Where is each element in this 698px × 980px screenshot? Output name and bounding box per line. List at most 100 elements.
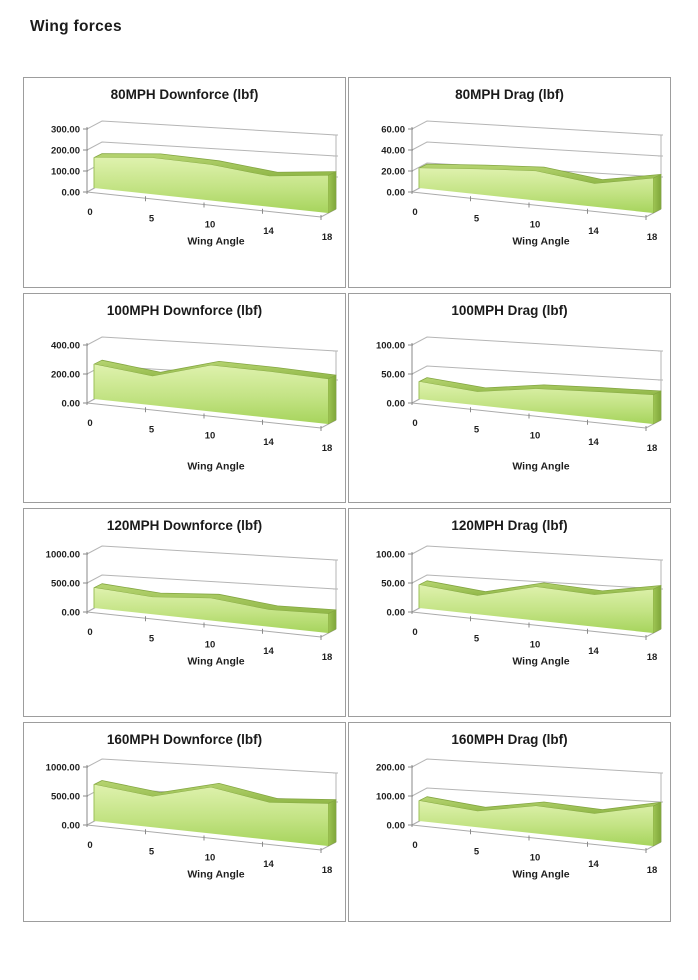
- chart-title: 80MPH Drag (lbf): [455, 87, 564, 102]
- svg-text:5: 5: [149, 424, 155, 435]
- svg-text:400.00: 400.00: [51, 341, 80, 352]
- svg-text:10: 10: [530, 431, 541, 442]
- svg-text:14: 14: [588, 226, 599, 237]
- svg-text:18: 18: [647, 865, 658, 876]
- chart-title: 100MPH Drag (lbf): [451, 303, 568, 318]
- svg-text:10: 10: [530, 853, 541, 864]
- svg-text:18: 18: [647, 652, 658, 663]
- svg-text:10: 10: [530, 640, 541, 651]
- svg-text:10: 10: [205, 220, 216, 231]
- svg-text:14: 14: [263, 859, 274, 870]
- svg-text:0.00: 0.00: [62, 188, 81, 199]
- chart-panel-120mph-downforce-lbf: 120MPH Downforce (lbf) 0.00 500.00 1000.00…: [23, 508, 346, 717]
- page-title: Wing forces: [30, 18, 122, 35]
- svg-text:Wing Angle: Wing Angle: [512, 869, 569, 881]
- svg-text:50.00: 50.00: [381, 370, 405, 381]
- area-chart-plot: 0.00 500.00 1000.00 0 5 10 14 18 Wing Angle: [46, 545, 338, 668]
- chart-panel-100mph-drag-lbf: 100MPH Drag (lbf) 0.00 50.00 100.00 0 5 10 14 1…: [348, 293, 671, 503]
- svg-text:100.00: 100.00: [376, 792, 405, 803]
- svg-text:200.00: 200.00: [51, 370, 80, 381]
- svg-text:14: 14: [588, 646, 599, 657]
- svg-text:5: 5: [474, 846, 480, 857]
- svg-text:Wing Angle: Wing Angle: [187, 236, 244, 248]
- svg-text:300.00: 300.00: [51, 125, 80, 136]
- area-chart-plot: 0.00 50.00 100.00 0 5 10 14 18 Wing Angle: [376, 545, 663, 668]
- svg-text:0.00: 0.00: [62, 399, 81, 410]
- area-chart-plot: 0.00 100.00 200.00 300.00 0 5 10 14 18 Wing Angle: [51, 120, 338, 248]
- chart-title: 120MPH Drag (lbf): [451, 518, 568, 533]
- svg-text:10: 10: [205, 640, 216, 651]
- svg-text:5: 5: [149, 846, 155, 857]
- svg-text:14: 14: [263, 437, 274, 448]
- svg-text:Wing Angle: Wing Angle: [512, 461, 569, 473]
- svg-text:5: 5: [149, 633, 155, 644]
- svg-text:14: 14: [263, 646, 274, 657]
- chart-title: 80MPH Downforce (lbf): [110, 87, 259, 102]
- svg-text:20.00: 20.00: [381, 167, 405, 178]
- svg-text:0.00: 0.00: [387, 608, 406, 619]
- svg-text:Wing Angle: Wing Angle: [512, 236, 569, 248]
- svg-text:18: 18: [322, 232, 333, 243]
- chart-panel-80mph-drag-lbf: 80MPH Drag (lbf) 0.00 20.00 40.00 60.00 0 5 10…: [348, 77, 671, 288]
- svg-text:Wing Angle: Wing Angle: [187, 461, 244, 473]
- svg-text:100.00: 100.00: [51, 167, 80, 178]
- svg-text:0.00: 0.00: [387, 188, 406, 199]
- chart-panel-100mph-downforce-lbf: 100MPH Downforce (lbf) 0.00 200.00 400.00 0…: [23, 293, 346, 503]
- svg-text:1000.00: 1000.00: [46, 550, 80, 561]
- svg-text:Wing Angle: Wing Angle: [512, 656, 569, 668]
- svg-text:5: 5: [474, 213, 480, 224]
- svg-text:200.00: 200.00: [51, 146, 80, 157]
- chart-title: 120MPH Downforce (lbf): [106, 518, 263, 533]
- svg-text:0.00: 0.00: [62, 608, 81, 619]
- svg-text:100.00: 100.00: [376, 341, 405, 352]
- chart-panel-160mph-drag-lbf: 160MPH Drag (lbf) 0.00 100.00 200.00 0 5 10 14…: [348, 722, 671, 922]
- svg-text:18: 18: [647, 232, 658, 243]
- svg-text:5: 5: [474, 424, 480, 435]
- chart-title: 100MPH Downforce (lbf): [106, 303, 263, 318]
- area-chart-plot: 0.00 50.00 100.00 0 5 10 14 18 Wing Angle: [376, 336, 663, 473]
- svg-text:60.00: 60.00: [381, 125, 405, 136]
- charts-grid: 80MPH Downforce (lbf) 0.00 100.00 200.00 30…: [23, 77, 671, 922]
- svg-text:50.00: 50.00: [381, 579, 405, 590]
- svg-text:0: 0: [412, 207, 417, 218]
- svg-text:0: 0: [87, 207, 92, 218]
- area-chart-plot: 0.00 500.00 1000.00 0 5 10 14 18 Wing Angle: [46, 758, 338, 881]
- area-chart-plot: 0.00 100.00 200.00 0 5 10 14 18 Wing Angle: [376, 758, 663, 881]
- chart-panel-160mph-downforce-lbf: 160MPH Downforce (lbf) 0.00 500.00 1000.00…: [23, 722, 346, 922]
- area-chart-plot: 0.00 20.00 40.00 60.00 0 5 10 14 18 Wing Angle: [381, 120, 663, 248]
- svg-text:0: 0: [87, 840, 92, 851]
- svg-text:5: 5: [474, 633, 480, 644]
- svg-text:18: 18: [647, 443, 658, 454]
- chart-title: 160MPH Drag (lbf): [451, 732, 568, 747]
- svg-text:5: 5: [149, 213, 155, 224]
- svg-text:18: 18: [322, 865, 333, 876]
- svg-text:500.00: 500.00: [51, 579, 80, 590]
- svg-text:0: 0: [412, 418, 417, 429]
- svg-text:200.00: 200.00: [376, 763, 405, 774]
- chart-panel-80mph-downforce-lbf: 80MPH Downforce (lbf) 0.00 100.00 200.00 30…: [23, 77, 346, 288]
- svg-text:0.00: 0.00: [387, 399, 406, 410]
- svg-text:14: 14: [588, 859, 599, 870]
- svg-text:1000.00: 1000.00: [46, 763, 80, 774]
- svg-text:14: 14: [588, 437, 599, 448]
- chart-title: 160MPH Downforce (lbf): [106, 732, 263, 747]
- svg-text:10: 10: [205, 431, 216, 442]
- svg-text:0.00: 0.00: [387, 821, 406, 832]
- svg-text:0: 0: [412, 627, 417, 638]
- svg-text:100.00: 100.00: [376, 550, 405, 561]
- svg-text:10: 10: [530, 220, 541, 231]
- area-chart-plot: 0.00 200.00 400.00 0 5 10 14 18 Wing Angle: [51, 336, 338, 473]
- svg-text:18: 18: [322, 443, 333, 454]
- svg-text:14: 14: [263, 226, 274, 237]
- svg-text:40.00: 40.00: [381, 146, 405, 157]
- svg-text:10: 10: [205, 853, 216, 864]
- svg-text:0.00: 0.00: [62, 821, 81, 832]
- chart-panel-120mph-drag-lbf: 120MPH Drag (lbf) 0.00 50.00 100.00 0 5 10 14 1…: [348, 508, 671, 717]
- svg-text:18: 18: [322, 652, 333, 663]
- svg-text:0: 0: [87, 627, 92, 638]
- svg-text:Wing Angle: Wing Angle: [187, 656, 244, 668]
- svg-text:Wing Angle: Wing Angle: [187, 869, 244, 881]
- svg-text:0: 0: [412, 840, 417, 851]
- svg-text:500.00: 500.00: [51, 792, 80, 803]
